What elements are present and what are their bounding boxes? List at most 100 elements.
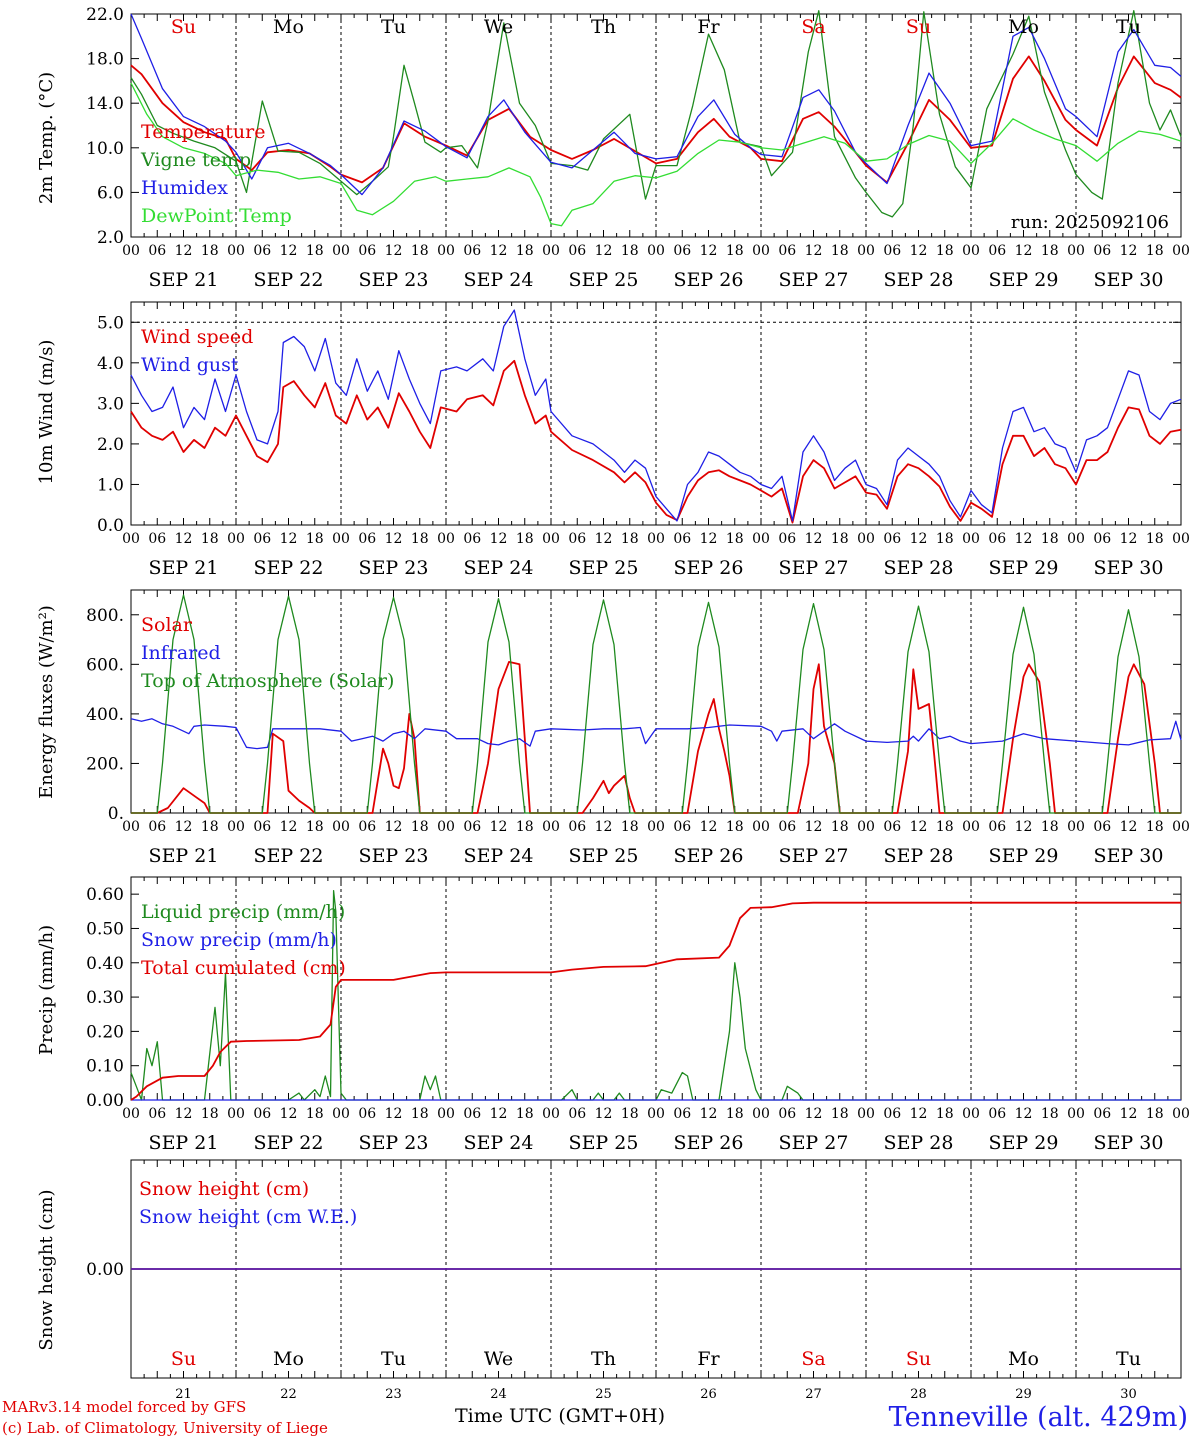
date-label: SEP 22: [254, 845, 324, 867]
hour-tick-label: 00: [647, 819, 665, 835]
hour-tick-label: 06: [778, 819, 796, 835]
date-label: SEP 23: [359, 557, 429, 579]
hour-tick-label: 12: [175, 243, 193, 259]
day-name-label: Mo: [1008, 16, 1039, 38]
hour-tick-label: 18: [411, 531, 429, 547]
y-tick-label: 200.: [86, 754, 124, 774]
date-label: SEP 24: [464, 269, 534, 291]
hour-tick-label: 12: [490, 243, 508, 259]
hour-tick-label: 06: [253, 243, 271, 259]
day-name-label: Th: [591, 16, 616, 38]
y-tick-label: 18.0: [86, 50, 124, 70]
date-label: SEP 29: [989, 557, 1059, 579]
day-name-label: Su: [906, 16, 931, 38]
hour-tick-label: 12: [700, 1106, 718, 1122]
hour-tick-label: 06: [148, 819, 166, 835]
day-number-label: 21: [175, 1387, 192, 1402]
hour-tick-label: 06: [253, 531, 271, 547]
legend-entry: Snow precip (mm/h): [141, 929, 337, 951]
hour-tick-label: 00: [962, 1106, 980, 1122]
credit-model: MARv3.14 model forced by GFS: [2, 1398, 247, 1416]
panel-snow: [130, 1159, 1182, 1379]
hour-tick-label: 18: [516, 243, 534, 259]
legend-entry: DewPoint Temp: [141, 205, 292, 227]
day-number-label: 24: [490, 1387, 507, 1402]
y-tick-label: 5.0: [97, 313, 124, 333]
hour-tick-label: 00: [437, 243, 455, 259]
hour-tick-label: 00: [1172, 243, 1190, 259]
hour-tick-label: 00: [542, 531, 560, 547]
hour-tick-label: 00: [227, 243, 245, 259]
y-tick-label: 4.0: [97, 354, 124, 374]
y-tick-label: 0.40: [86, 954, 124, 974]
legend-entry: Total cumulated (cm): [141, 957, 346, 979]
legend-entry: Infrared: [141, 642, 221, 664]
hour-tick-label: 00: [332, 531, 350, 547]
hour-tick-label: 12: [280, 1106, 298, 1122]
date-label: SEP 30: [1094, 845, 1164, 867]
y-tick-label: 2.0: [97, 228, 124, 248]
day-name-label: Fr: [697, 16, 720, 38]
panel-flux: [130, 589, 1182, 814]
hour-tick-label: 12: [175, 531, 193, 547]
hour-tick-label: 00: [1172, 819, 1190, 835]
hour-tick-label: 18: [516, 1106, 534, 1122]
hour-tick-label: 18: [621, 243, 639, 259]
hour-tick-label: 00: [437, 1106, 455, 1122]
hour-tick-label: 06: [568, 1106, 586, 1122]
hour-tick-label: 00: [122, 1106, 140, 1122]
hour-tick-label: 12: [1015, 819, 1033, 835]
date-label: SEP 28: [884, 269, 954, 291]
hour-tick-label: 18: [1146, 1106, 1164, 1122]
series-line-wind-gust: [130, 309, 1182, 522]
hour-tick-label: 06: [988, 819, 1006, 835]
hour-tick-label: 12: [595, 819, 613, 835]
legend-entry: Liquid precip (mm/h): [141, 901, 345, 923]
hour-tick-label: 18: [1041, 243, 1059, 259]
y-tick-label: 0.20: [86, 1022, 124, 1042]
hour-tick-label: 12: [490, 819, 508, 835]
date-label: SEP 23: [359, 1132, 429, 1154]
hour-tick-label: 00: [122, 819, 140, 835]
hour-tick-label: 18: [621, 819, 639, 835]
day-number-label: 27: [805, 1387, 822, 1402]
hour-tick-label: 12: [805, 243, 823, 259]
y-tick-label: 0.: [108, 804, 124, 824]
hour-tick-label: 00: [1067, 1106, 1085, 1122]
date-label: SEP 22: [254, 1132, 324, 1154]
date-label: SEP 28: [884, 1132, 954, 1154]
hour-tick-label: 18: [1041, 1106, 1059, 1122]
hour-tick-label: 00: [332, 1106, 350, 1122]
hour-tick-label: 18: [411, 243, 429, 259]
hour-tick-label: 12: [175, 819, 193, 835]
hour-tick-label: 12: [280, 819, 298, 835]
x-axis-title: Time UTC (GMT+0H): [455, 1405, 666, 1427]
hour-tick-label: 00: [647, 1106, 665, 1122]
hour-tick-label: 00: [227, 1106, 245, 1122]
panel-precip: [130, 876, 1182, 1101]
date-label: SEP 22: [254, 269, 324, 291]
date-label: SEP 24: [464, 557, 534, 579]
hour-tick-label: 18: [936, 243, 954, 259]
date-label: SEP 27: [779, 845, 849, 867]
date-label: SEP 21: [149, 845, 219, 867]
hour-tick-label: 18: [831, 1106, 849, 1122]
day-name-label: We: [484, 16, 513, 38]
day-name-label: Fr: [697, 1348, 720, 1370]
day-name-label: Su: [906, 1348, 931, 1370]
hour-tick-label: 00: [647, 531, 665, 547]
hour-tick-label: 06: [673, 819, 691, 835]
hour-tick-label: 18: [621, 531, 639, 547]
hour-tick-label: 12: [910, 243, 928, 259]
y-tick-label: 0.60: [86, 885, 124, 905]
legend-entry: Solar: [141, 614, 193, 636]
hour-tick-label: 12: [700, 531, 718, 547]
hour-tick-label: 06: [673, 243, 691, 259]
day-name-label: Sa: [801, 16, 825, 38]
hour-tick-label: 18: [411, 1106, 429, 1122]
day-name-label: Su: [171, 16, 196, 38]
day-number-label: 23: [385, 1387, 402, 1402]
hour-tick-label: 06: [1093, 1106, 1111, 1122]
day-name-label: Tu: [381, 16, 406, 38]
